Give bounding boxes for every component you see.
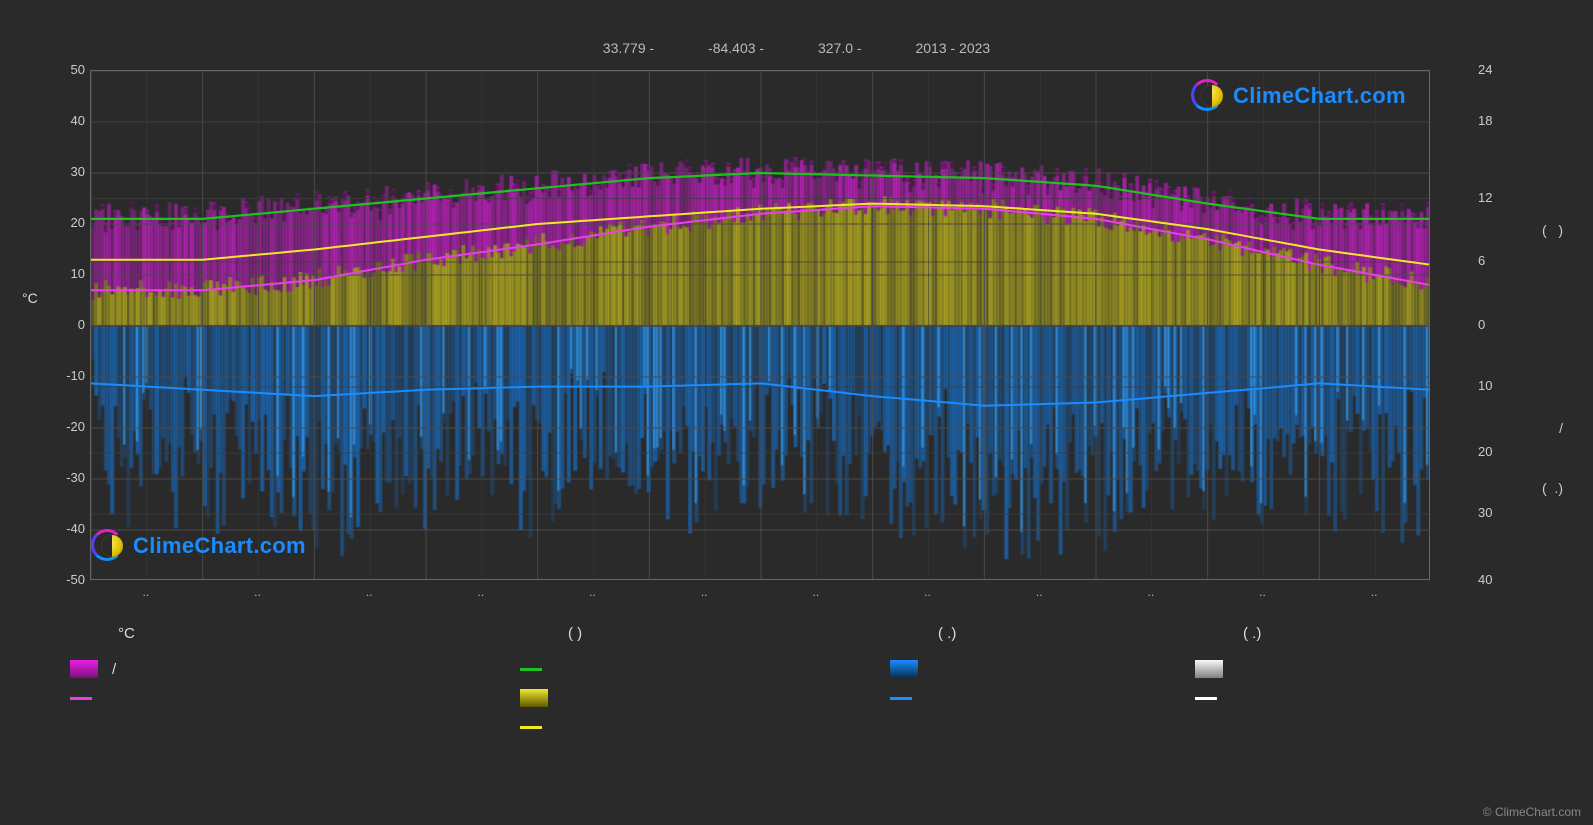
watermark-logo: ClimeChart.com (1191, 79, 1406, 113)
y-tick-right: 12 (1478, 190, 1523, 205)
y-tick-left: -30 (40, 470, 85, 485)
chart-container: 33.779 - -84.403 - 327.0 - 2013 - 2023 °… (0, 0, 1593, 825)
x-tick: .. (1259, 585, 1266, 599)
legend-swatch (1195, 697, 1217, 700)
legend-item (890, 686, 956, 710)
year-range: 2013 - 2023 (915, 40, 990, 56)
legend-item (70, 686, 135, 710)
x-tick: .. (477, 585, 484, 599)
legend-swatch (520, 668, 542, 671)
y-tick-right: 24 (1478, 62, 1523, 77)
y-tick-right: 0 (1478, 317, 1523, 332)
x-tick: .. (1371, 585, 1378, 599)
y-tick-left: 20 (40, 215, 85, 230)
right-axis-unit-divider: / (1559, 420, 1563, 436)
y-tick-left: 30 (40, 164, 85, 179)
longitude: -84.403 - (708, 40, 764, 56)
y-tick-left: -40 (40, 521, 85, 536)
y-tick-left: 10 (40, 266, 85, 281)
legend-item (1195, 686, 1261, 710)
legend-heading: ( .) (938, 625, 956, 647)
legend-item (520, 715, 582, 739)
legend-column: ( .) (1195, 625, 1261, 715)
x-tick: .. (1036, 585, 1043, 599)
legend-swatch (70, 660, 98, 678)
right-axis-unit-lower: ( .) (1542, 480, 1563, 496)
x-tick: .. (924, 585, 931, 599)
x-tick: .. (701, 585, 708, 599)
x-tick: .. (254, 585, 261, 599)
legend: °C/ ( ) ( .) ( .) (70, 625, 1520, 765)
legend-item (520, 657, 582, 681)
y-tick-right: 10 (1478, 378, 1523, 393)
x-axis: ........................ (90, 585, 1430, 605)
chart-metadata: 33.779 - -84.403 - 327.0 - 2013 - 2023 (0, 40, 1593, 56)
y-tick-left: -50 (40, 572, 85, 587)
latitude: 33.779 - (603, 40, 654, 56)
grid-layer (91, 71, 1429, 579)
y-tick-left: -20 (40, 419, 85, 434)
y-tick-right: 18 (1478, 113, 1523, 128)
y-tick-left: 50 (40, 62, 85, 77)
legend-swatch (1195, 660, 1223, 678)
y-axis-right: 2418126010203040 (1478, 70, 1523, 580)
legend-item (1195, 657, 1261, 681)
legend-item (890, 657, 956, 681)
y-tick-left: -10 (40, 368, 85, 383)
lines-layer (91, 71, 1429, 579)
y-tick-right: 40 (1478, 572, 1523, 587)
watermark-logo: ClimeChart.com (91, 529, 306, 563)
x-tick: .. (1147, 585, 1154, 599)
bands-layer (91, 71, 1429, 579)
right-axis-unit-upper: ( ) (1542, 222, 1563, 238)
legend-swatch (70, 697, 92, 700)
y-tick-left: 0 (40, 317, 85, 332)
x-tick: .. (142, 585, 149, 599)
y-axis-left: 50403020100-10-20-30-40-50 (40, 70, 85, 580)
left-axis-unit: °C (22, 290, 38, 306)
x-tick: .. (812, 585, 819, 599)
y-tick-left: 40 (40, 113, 85, 128)
legend-item (520, 686, 582, 710)
legend-heading: ( ) (568, 625, 582, 647)
y-tick-right: 30 (1478, 505, 1523, 520)
y-tick-right: 6 (1478, 253, 1523, 268)
legend-item: / (70, 657, 135, 681)
legend-swatch (520, 726, 542, 729)
plot-area: ClimeChart.com ClimeChart.com (90, 70, 1430, 580)
legend-label: / (112, 661, 116, 678)
x-tick: .. (366, 585, 373, 599)
legend-swatch (890, 660, 918, 678)
legend-column: ( ) (520, 625, 582, 744)
footer-credit: © ClimeChart.com (1483, 805, 1581, 819)
legend-heading: °C (118, 625, 135, 647)
legend-column: °C/ (70, 625, 135, 715)
legend-swatch (520, 689, 548, 707)
legend-swatch (890, 697, 912, 700)
legend-column: ( .) (890, 625, 956, 715)
y-tick-right: 20 (1478, 444, 1523, 459)
elevation: 327.0 - (818, 40, 862, 56)
x-tick: .. (589, 585, 596, 599)
legend-heading: ( .) (1243, 625, 1261, 647)
